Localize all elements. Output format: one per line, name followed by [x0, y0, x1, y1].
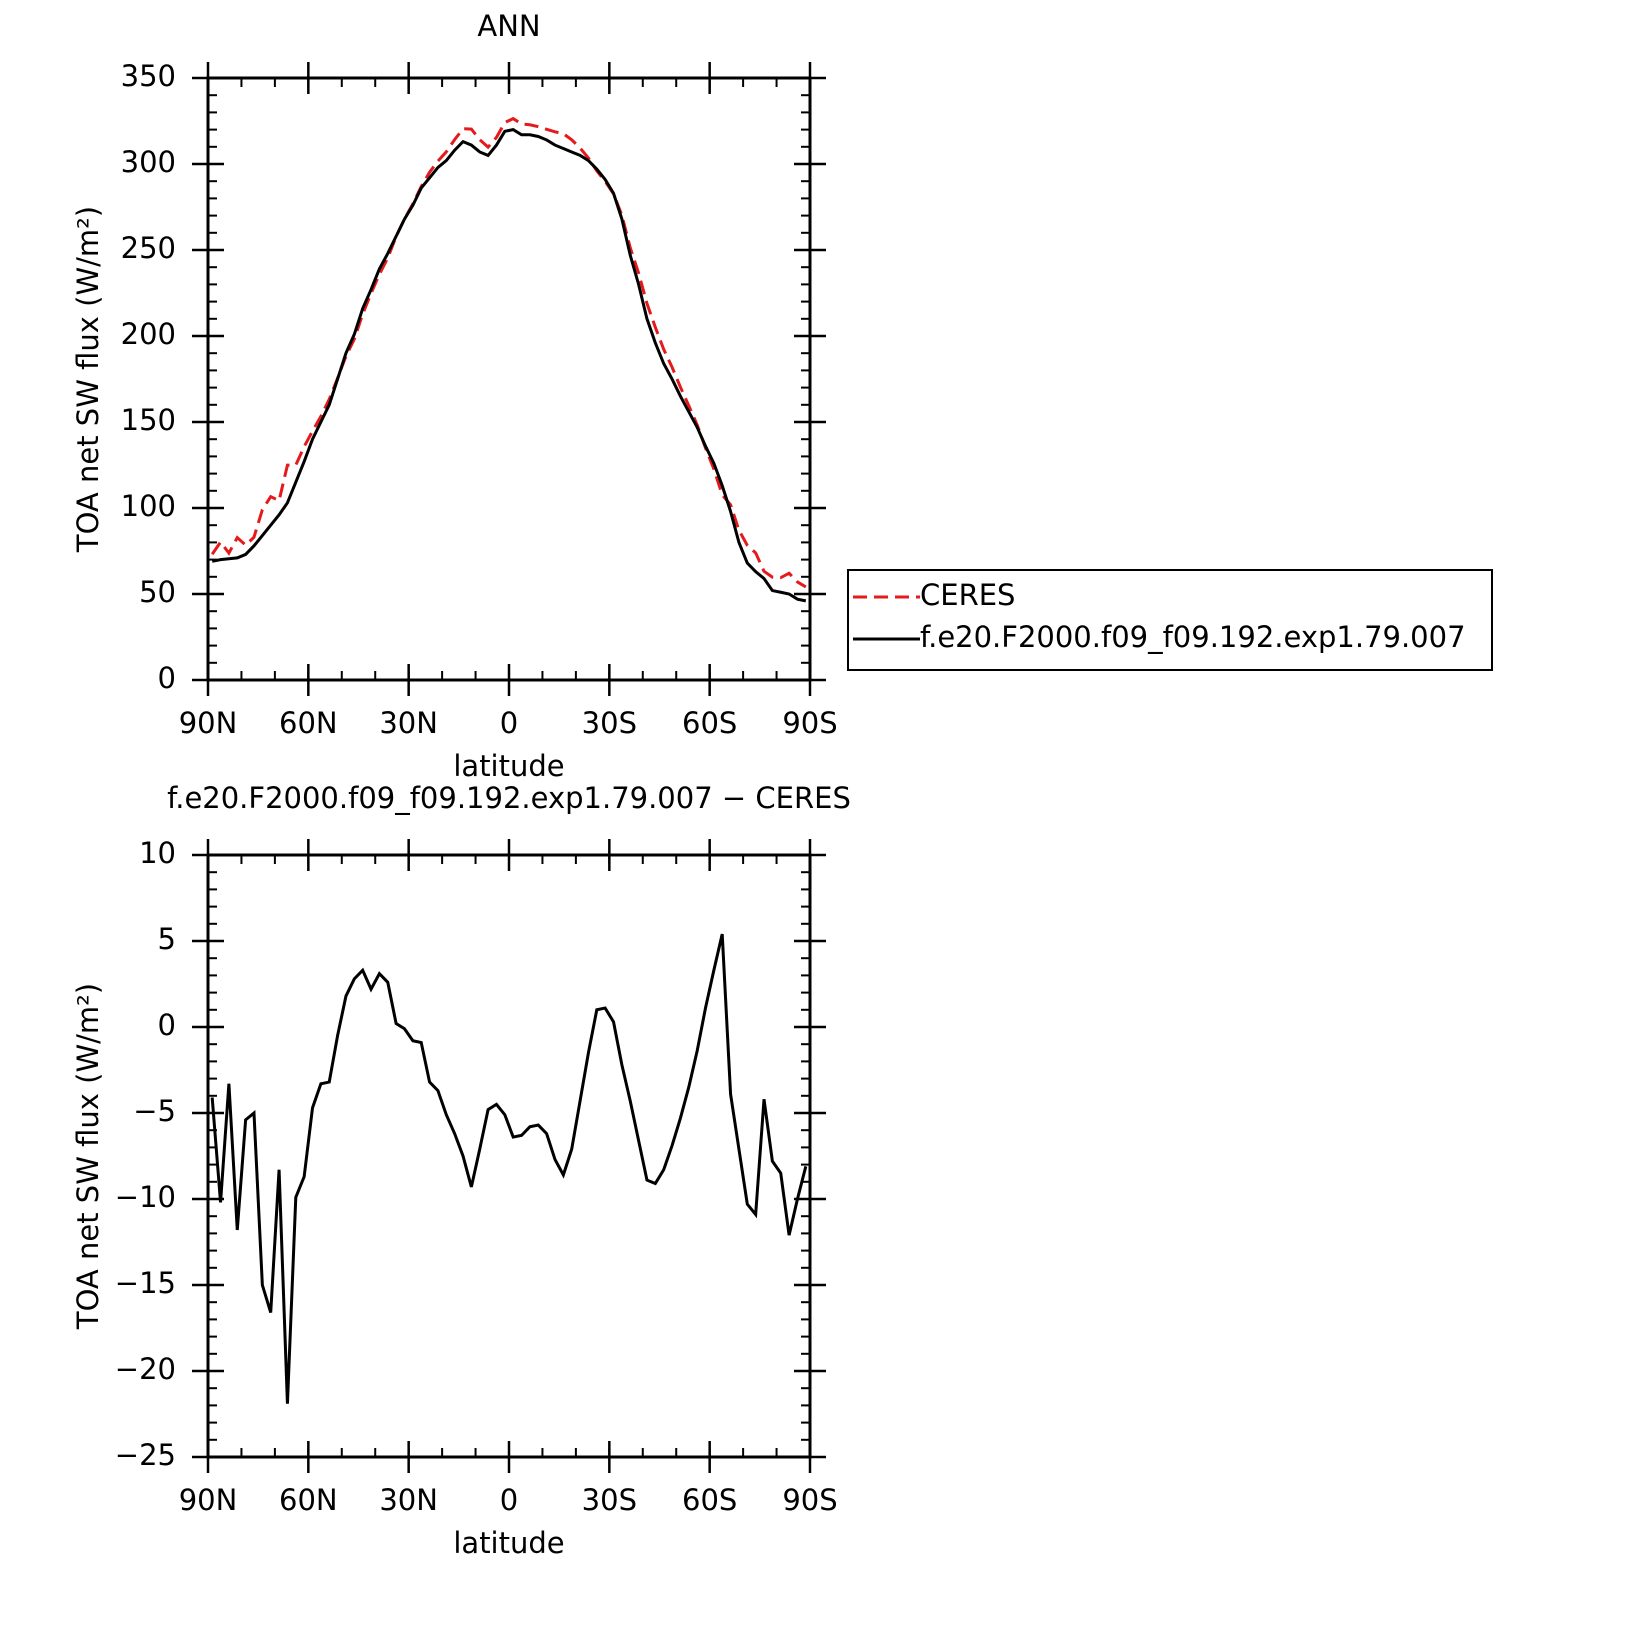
y-tick-label: 5: [158, 922, 176, 956]
legend-label: CERES: [920, 578, 1015, 612]
x-tick-label: 90S: [782, 1483, 837, 1517]
data-line: [211, 128, 807, 603]
y-tick-label: −5: [133, 1094, 176, 1128]
x-tick-label: 60S: [682, 1483, 737, 1517]
y-tick-label: 100: [121, 489, 176, 523]
x-tick-label: 60N: [279, 1483, 338, 1517]
x-tick-label: 0: [500, 1483, 518, 1517]
y-tick-label: 50: [139, 575, 176, 609]
chart: ANN latitude TOA net SW flux (W/m²) 0 50 100 1…: [71, 9, 1493, 783]
plot-frame: [206, 76, 812, 682]
x-tick-label: 30S: [582, 1483, 637, 1517]
x-tick-label: 90S: [782, 706, 837, 740]
y-tick-label: 10: [139, 836, 176, 870]
y-tick-label: −10: [115, 1180, 176, 1214]
y-tick-label: 350: [121, 59, 176, 93]
x-axis-label: latitude: [453, 1526, 564, 1560]
chart-title: f.e20.F2000.f09_f09.192.exp1.79.007 − CE…: [167, 781, 851, 815]
y-tick-label: −20: [115, 1352, 176, 1386]
legend-label: f.e20.F2000.f09_f09.192.exp1.79.007: [920, 620, 1466, 654]
x-tick-label: 60N: [279, 706, 338, 740]
y-tick-label: −15: [115, 1266, 176, 1300]
y-tick-label: 150: [121, 403, 176, 437]
y-tick-label: 0: [158, 1008, 176, 1042]
x-axis-label: latitude: [453, 749, 564, 783]
y-axis-label: TOA net SW flux (W/m²): [71, 983, 105, 1330]
legend-box: [847, 569, 1493, 671]
legend: CERES f.e20.F2000.f09_f09.192.exp1.79.007: [847, 569, 1493, 671]
x-tick-label: 30S: [582, 706, 637, 740]
y-tick-label: 0: [158, 661, 176, 695]
y-axis-label: TOA net SW flux (W/m²): [71, 206, 105, 553]
data-line: [210, 116, 807, 589]
y-tick-label: −25: [115, 1438, 176, 1472]
plot-frame: [206, 853, 812, 1459]
y-tick-label: 200: [121, 317, 176, 351]
x-tick-label: 30N: [379, 706, 438, 740]
y-tick-label: 250: [121, 231, 176, 265]
x-tick-label: 90N: [179, 706, 238, 740]
chart-title: ANN: [477, 9, 540, 43]
x-tick-label: 30N: [379, 1483, 438, 1517]
x-tick-label: 60S: [682, 706, 737, 740]
y-tick-label: 300: [121, 145, 176, 179]
x-tick-label: 90N: [179, 1483, 238, 1517]
chart: f.e20.F2000.f09_f09.192.exp1.79.007 − CE…: [71, 781, 851, 1560]
data-line: [210, 933, 808, 1404]
x-tick-label: 0: [500, 706, 518, 740]
